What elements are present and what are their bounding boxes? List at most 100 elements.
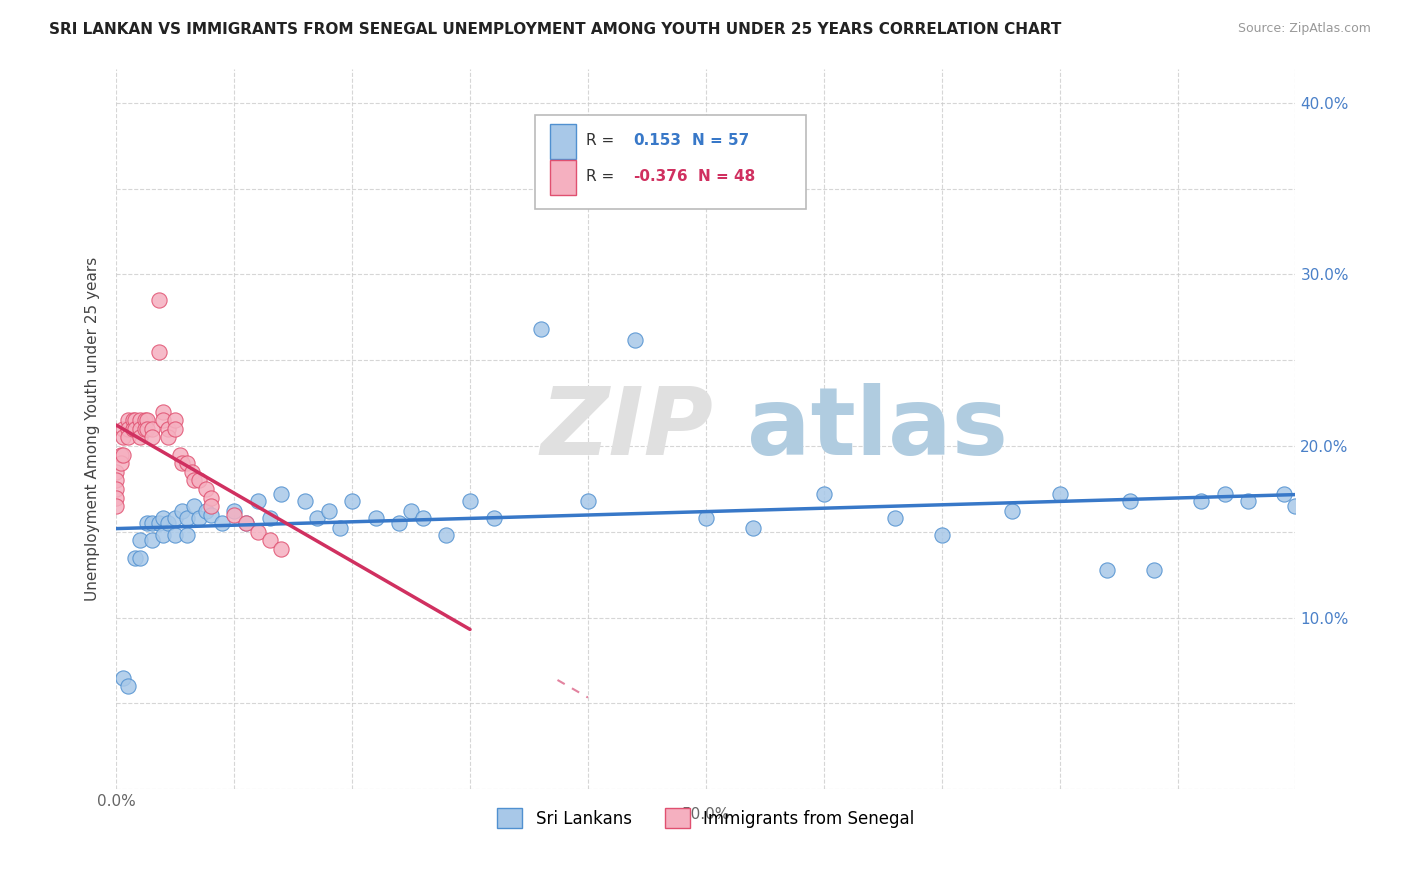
Point bbox=[576, 494, 599, 508]
Point bbox=[165, 413, 187, 427]
Point bbox=[1237, 494, 1260, 508]
Point bbox=[110, 448, 132, 462]
Point bbox=[136, 422, 159, 436]
Point bbox=[105, 465, 128, 479]
Point bbox=[259, 533, 281, 548]
Point bbox=[1001, 504, 1024, 518]
Point bbox=[1119, 494, 1142, 508]
Point bbox=[172, 504, 194, 518]
Point bbox=[1143, 563, 1166, 577]
Point bbox=[112, 422, 135, 436]
Point bbox=[117, 679, 139, 693]
Text: R =: R = bbox=[585, 169, 614, 184]
Point bbox=[187, 511, 209, 525]
Point bbox=[1049, 487, 1071, 501]
Point bbox=[112, 448, 135, 462]
Point bbox=[176, 528, 198, 542]
Point bbox=[136, 413, 159, 427]
Point bbox=[340, 494, 363, 508]
Point bbox=[1284, 499, 1306, 513]
Bar bbox=[550, 160, 576, 194]
Point bbox=[152, 528, 174, 542]
Point bbox=[235, 516, 257, 531]
Text: Source: ZipAtlas.com: Source: ZipAtlas.com bbox=[1237, 22, 1371, 36]
Point bbox=[176, 511, 198, 525]
Point bbox=[105, 474, 128, 488]
Point bbox=[134, 422, 156, 436]
Point bbox=[399, 504, 422, 518]
Point bbox=[813, 487, 835, 501]
Point bbox=[136, 516, 159, 531]
Point bbox=[128, 430, 150, 444]
Point bbox=[148, 344, 170, 359]
Point bbox=[224, 508, 246, 522]
Text: R =: R = bbox=[585, 133, 614, 148]
Point bbox=[458, 494, 481, 508]
Point bbox=[194, 504, 217, 518]
Point bbox=[112, 671, 135, 685]
Point bbox=[152, 405, 174, 419]
Point bbox=[1272, 487, 1295, 501]
Point bbox=[211, 516, 233, 531]
Point bbox=[105, 499, 128, 513]
Text: atlas: atlas bbox=[747, 383, 1008, 475]
Point bbox=[624, 333, 647, 347]
Point bbox=[105, 491, 128, 505]
Point bbox=[172, 456, 194, 470]
Point bbox=[742, 521, 765, 535]
Point bbox=[194, 482, 217, 496]
Point bbox=[165, 528, 187, 542]
Point bbox=[165, 511, 187, 525]
FancyBboxPatch shape bbox=[534, 115, 806, 209]
Point bbox=[329, 521, 352, 535]
Point bbox=[148, 516, 170, 531]
Point bbox=[200, 491, 222, 505]
Point bbox=[695, 511, 717, 525]
Point bbox=[117, 430, 139, 444]
Bar bbox=[550, 124, 576, 159]
Point bbox=[270, 487, 292, 501]
Point bbox=[883, 511, 905, 525]
Point bbox=[141, 533, 163, 548]
Point bbox=[141, 430, 163, 444]
Point bbox=[200, 499, 222, 513]
Point bbox=[141, 516, 163, 531]
Text: 0.153: 0.153 bbox=[633, 133, 681, 148]
Point bbox=[157, 516, 180, 531]
Point bbox=[530, 322, 553, 336]
Text: ZIP: ZIP bbox=[541, 383, 714, 475]
Point bbox=[436, 528, 458, 542]
Point bbox=[246, 524, 269, 539]
Point bbox=[152, 511, 174, 525]
Point bbox=[270, 541, 292, 556]
Text: N = 48: N = 48 bbox=[697, 169, 755, 184]
Point bbox=[200, 508, 222, 522]
Point bbox=[305, 511, 328, 525]
Point bbox=[176, 456, 198, 470]
Point bbox=[1189, 494, 1212, 508]
Point bbox=[318, 504, 340, 518]
Point bbox=[169, 448, 191, 462]
Point bbox=[157, 430, 180, 444]
Text: -0.376: -0.376 bbox=[633, 169, 688, 184]
Text: SRI LANKAN VS IMMIGRANTS FROM SENEGAL UNEMPLOYMENT AMONG YOUTH UNDER 25 YEARS CO: SRI LANKAN VS IMMIGRANTS FROM SENEGAL UN… bbox=[49, 22, 1062, 37]
Point bbox=[134, 413, 156, 427]
Point bbox=[412, 511, 434, 525]
Point bbox=[128, 413, 150, 427]
Point bbox=[180, 465, 202, 479]
Point bbox=[388, 516, 411, 531]
Text: 50.0%: 50.0% bbox=[682, 807, 730, 822]
Point bbox=[364, 511, 387, 525]
Legend: Sri Lankans, Immigrants from Senegal: Sri Lankans, Immigrants from Senegal bbox=[491, 801, 921, 835]
Point bbox=[224, 504, 246, 518]
Point bbox=[157, 422, 180, 436]
Point bbox=[183, 499, 205, 513]
Point bbox=[124, 422, 146, 436]
Point bbox=[128, 550, 150, 565]
Point bbox=[183, 474, 205, 488]
Point bbox=[110, 456, 132, 470]
Point bbox=[1213, 487, 1236, 501]
Point bbox=[235, 516, 257, 531]
Text: N = 57: N = 57 bbox=[692, 133, 749, 148]
Point bbox=[105, 482, 128, 496]
